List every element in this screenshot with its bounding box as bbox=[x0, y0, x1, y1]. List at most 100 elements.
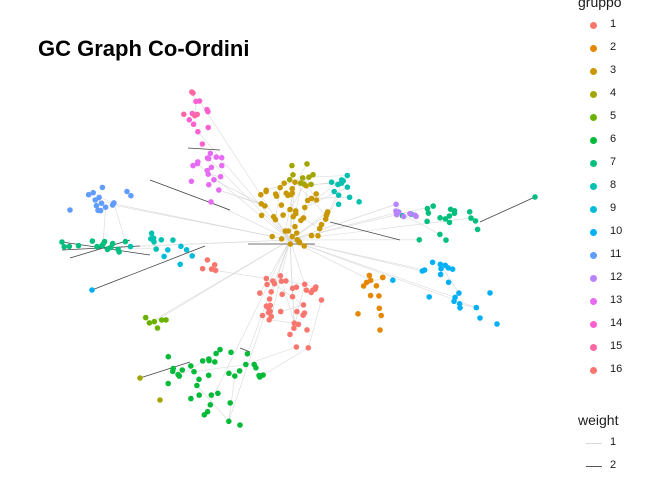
graph-node bbox=[468, 215, 474, 221]
graph-node bbox=[286, 176, 293, 183]
graph-node bbox=[194, 160, 201, 167]
graph-node bbox=[258, 212, 265, 219]
graph-node bbox=[90, 189, 96, 196]
graph-edge bbox=[289, 239, 477, 308]
graph-node bbox=[244, 351, 251, 357]
legend-dot-icon bbox=[590, 367, 597, 374]
legend-dot-icon bbox=[590, 22, 597, 29]
graph-node bbox=[216, 187, 222, 193]
graph-node bbox=[273, 193, 280, 199]
graph-node bbox=[376, 305, 383, 312]
graph-node bbox=[189, 253, 195, 259]
legend-dot-icon bbox=[590, 298, 597, 305]
graph-node bbox=[304, 327, 310, 333]
legend-dot-icon bbox=[590, 160, 597, 167]
graph-node bbox=[226, 418, 232, 425]
graph-node bbox=[237, 422, 243, 428]
graph-node bbox=[278, 236, 285, 242]
graph-node bbox=[207, 402, 214, 408]
graph-node bbox=[421, 267, 428, 273]
graph-edge bbox=[197, 163, 291, 241]
graph-node bbox=[338, 177, 345, 183]
graph-node bbox=[287, 241, 294, 247]
legend-key bbox=[584, 37, 604, 60]
legend-item-group-14: 14 bbox=[566, 313, 666, 336]
graph-node bbox=[282, 228, 289, 234]
legend-dot-icon bbox=[590, 252, 597, 259]
graph-node bbox=[277, 273, 284, 279]
graph-node bbox=[146, 320, 153, 326]
graph-node bbox=[289, 185, 296, 192]
graph-node bbox=[102, 204, 109, 210]
graph-node bbox=[177, 261, 183, 268]
graph-node bbox=[170, 365, 176, 372]
graph-node bbox=[302, 204, 308, 211]
graph-node bbox=[532, 194, 538, 200]
legend-key bbox=[584, 432, 604, 455]
graph-node bbox=[429, 259, 436, 266]
legend-item-group-4: 4 bbox=[566, 83, 666, 106]
graph-node bbox=[279, 291, 286, 298]
legend-item-group-11: 11 bbox=[566, 244, 666, 267]
graph-node bbox=[243, 361, 249, 368]
legend-label: 7 bbox=[610, 156, 617, 168]
graph-node bbox=[163, 317, 169, 323]
graph-node bbox=[300, 302, 307, 308]
graph-node bbox=[205, 124, 211, 131]
graph-node bbox=[298, 217, 304, 224]
graph-node bbox=[477, 315, 483, 321]
graph-node bbox=[259, 312, 266, 319]
legend-key bbox=[584, 359, 604, 382]
graph-node bbox=[148, 230, 155, 237]
graph-node bbox=[313, 284, 319, 290]
graph-edge bbox=[289, 204, 397, 241]
graph-node bbox=[99, 242, 105, 249]
graph-node bbox=[208, 164, 215, 171]
legend-dot-icon bbox=[590, 206, 597, 213]
graph-node bbox=[456, 301, 463, 307]
graph-node bbox=[208, 199, 214, 205]
graph-node bbox=[268, 289, 275, 295]
graph-node bbox=[196, 376, 202, 383]
graph-node bbox=[283, 278, 289, 284]
legend-dot-icon bbox=[590, 68, 597, 75]
graph-node bbox=[192, 112, 198, 119]
legend-label: 1 bbox=[610, 436, 617, 448]
graph-node bbox=[217, 173, 224, 180]
graph-edge bbox=[289, 239, 423, 272]
legend-dot-icon bbox=[590, 321, 597, 328]
graph-node bbox=[196, 392, 202, 398]
graph-edge-heavy bbox=[69, 239, 131, 259]
graph-node bbox=[142, 314, 149, 321]
graph-node bbox=[227, 400, 233, 406]
graph-node bbox=[293, 284, 300, 291]
graph-edge bbox=[218, 189, 265, 207]
graph-node bbox=[299, 175, 306, 181]
graph-node bbox=[295, 321, 302, 328]
legend-key bbox=[584, 313, 604, 336]
graph-node bbox=[293, 230, 300, 236]
graph-node bbox=[296, 238, 303, 245]
graph-node bbox=[300, 312, 306, 319]
graph-node bbox=[98, 200, 105, 206]
legend-key bbox=[584, 198, 604, 221]
graph-node bbox=[196, 98, 203, 104]
graph-edge bbox=[285, 280, 316, 288]
graph-node bbox=[308, 232, 315, 239]
graph-node bbox=[306, 174, 312, 180]
graph-node bbox=[151, 318, 158, 325]
legend-dot-icon bbox=[590, 275, 597, 282]
graph-node bbox=[315, 233, 321, 239]
graph-node bbox=[494, 321, 500, 327]
graph-node bbox=[437, 215, 443, 221]
legend-item-group-1: 1 bbox=[566, 14, 666, 37]
legend-dot-icon bbox=[590, 45, 597, 52]
graph-node bbox=[104, 246, 111, 253]
legend-dot-icon bbox=[590, 114, 597, 121]
legend-line-icon bbox=[586, 443, 602, 444]
graph-node bbox=[308, 289, 315, 296]
graph-edge bbox=[262, 347, 309, 376]
legend-item-group-16: 16 bbox=[566, 359, 666, 382]
graph-node bbox=[208, 392, 215, 398]
graph-node bbox=[265, 304, 272, 311]
